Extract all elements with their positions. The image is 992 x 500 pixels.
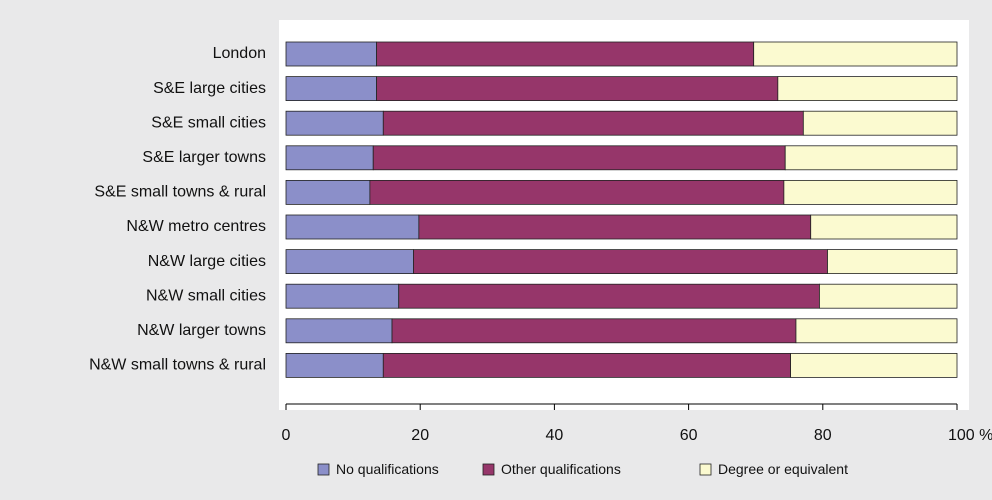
legend-swatch <box>699 463 712 476</box>
bar-segment-degree-or-equivalent <box>819 283 958 309</box>
category-label: N&W small towns & rural <box>89 357 266 374</box>
bar-segment-degree-or-equivalent <box>783 179 958 205</box>
bar-segment-degree-or-equivalent <box>777 76 958 101</box>
bar-segment-no-qualifications <box>285 145 374 171</box>
bar-segment-degree-or-equivalent <box>802 110 958 136</box>
bar-segment-other-qualifications <box>376 41 755 67</box>
x-tick-label: 100 % <box>948 427 992 444</box>
bar-segment-degree-or-equivalent <box>827 249 958 275</box>
bar-segment-degree-or-equivalent <box>784 145 958 171</box>
bar-segment-other-qualifications <box>372 145 786 171</box>
bar-segment-other-qualifications <box>382 110 804 136</box>
bar-segment-no-qualifications <box>285 41 377 67</box>
bar-segment-other-qualifications <box>376 76 779 101</box>
category-label: N&W metro centres <box>126 218 266 235</box>
legend-swatch <box>317 463 330 476</box>
bar-segment-other-qualifications <box>391 318 797 344</box>
category-label: N&W large cities <box>148 253 266 270</box>
category-label: S&E small cities <box>151 114 266 131</box>
category-label: N&W larger towns <box>137 322 266 339</box>
plot-area: London S&E large cities S&E small cities S&… <box>89 20 992 444</box>
legend-swatch <box>482 463 495 476</box>
bar-segment-no-qualifications <box>285 249 414 275</box>
legend-label: No qualifications <box>336 461 439 477</box>
x-tick-label: 0 <box>282 427 291 444</box>
x-axis-ticks: 0 20 40 60 80 100 % <box>282 404 992 444</box>
x-tick-label: 20 <box>411 427 429 444</box>
bar-segment-degree-or-equivalent <box>810 214 958 240</box>
bar-segment-other-qualifications <box>418 214 812 240</box>
bar-segment-no-qualifications <box>285 352 384 378</box>
bar-segment-other-qualifications <box>398 283 820 309</box>
bar-segment-other-qualifications <box>413 249 828 275</box>
bar-segment-degree-or-equivalent <box>795 318 958 344</box>
bar-segment-no-qualifications <box>285 76 377 101</box>
bar-segment-degree-or-equivalent <box>753 41 958 67</box>
x-tick-label: 60 <box>680 427 698 444</box>
bar-segment-no-qualifications <box>285 283 400 309</box>
legend-label: Other qualifications <box>501 461 621 477</box>
bar-segment-other-qualifications <box>369 179 785 205</box>
category-label: London <box>213 45 266 62</box>
bar-segment-other-qualifications <box>382 352 791 378</box>
category-labels: London S&E large cities S&E small cities S&… <box>89 45 266 373</box>
x-tick-label: 40 <box>546 427 564 444</box>
legend-label: Degree or equivalent <box>718 461 848 477</box>
legend: No qualifications Other qualifications Deg… <box>317 461 848 477</box>
bar-segment-no-qualifications <box>285 179 371 205</box>
bar-segment-no-qualifications <box>285 110 384 136</box>
category-label: N&W small cities <box>146 287 266 304</box>
bars <box>285 41 958 378</box>
bar-segment-no-qualifications <box>285 318 393 344</box>
category-label: S&E larger towns <box>142 149 266 166</box>
bar-segment-no-qualifications <box>285 214 420 240</box>
category-label: S&E large cities <box>153 80 266 97</box>
bar-segment-degree-or-equivalent <box>790 352 958 378</box>
x-tick-label: 80 <box>814 427 832 444</box>
category-label: S&E small towns & rural <box>94 184 266 201</box>
